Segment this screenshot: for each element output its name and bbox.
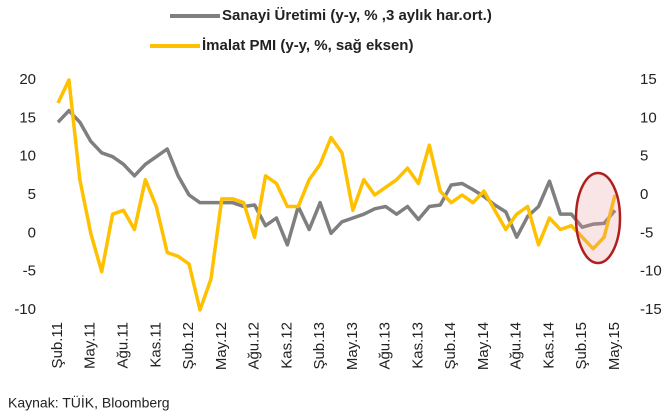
y2-tick-label: 0 <box>640 186 648 203</box>
y-tick-label: 10 <box>19 148 36 165</box>
x-tick-label: Ağu.14 <box>508 322 525 370</box>
x-tick-label: Kas.14 <box>540 322 557 369</box>
x-tick-label: Şub.12 <box>180 322 197 370</box>
x-tick-label: Şub.11 <box>49 322 66 368</box>
legend-label: Sanayi Üretimi (y-y, % ,3 aylık har.ort.… <box>222 7 492 24</box>
y2-tick-label: 15 <box>640 71 657 88</box>
highlight-ellipse <box>574 171 622 265</box>
series-line <box>56 108 617 247</box>
x-tick-label: Şub.13 <box>311 322 328 370</box>
x-tick-label: May.12 <box>213 322 230 370</box>
x-tick-label: Kas.12 <box>278 322 295 369</box>
y-tick-label: 20 <box>19 71 36 88</box>
y2-tick-label: -5 <box>640 224 653 241</box>
y2-tick-label: -10 <box>640 263 662 280</box>
x-tick-label: Kas.11 <box>147 322 164 368</box>
series-line <box>56 78 617 312</box>
y2-tick-label: 5 <box>640 148 648 165</box>
x-tick-label: May.15 <box>606 322 623 370</box>
y2-tick-label: 10 <box>640 109 657 126</box>
y-tick-label: -10 <box>14 301 36 318</box>
x-tick-label: Kas.13 <box>409 322 426 369</box>
y-tick-label: 15 <box>19 109 36 126</box>
y-tick-label: 5 <box>28 186 36 203</box>
x-tick-label: Ağu.13 <box>377 322 394 370</box>
x-tick-label: May.11 <box>82 322 99 369</box>
x-tick-label: May.13 <box>344 322 361 370</box>
x-tick-label: Ağu.12 <box>246 322 263 370</box>
legend-label: İmalat PMI (y-y, %, sağ eksen) <box>202 37 413 54</box>
y2-tick-label: -15 <box>640 301 662 318</box>
x-tick-label: May.14 <box>475 322 492 370</box>
x-tick-label: Şub.14 <box>442 322 459 370</box>
x-tick-label: Şub.15 <box>573 322 590 370</box>
x-tick-label: Ağu.11 <box>114 322 131 368</box>
source: Kaynak: TÜİK, Bloomberg <box>8 394 170 411</box>
y-tick-label: -5 <box>23 263 36 280</box>
y-tick-label: 0 <box>28 224 36 241</box>
